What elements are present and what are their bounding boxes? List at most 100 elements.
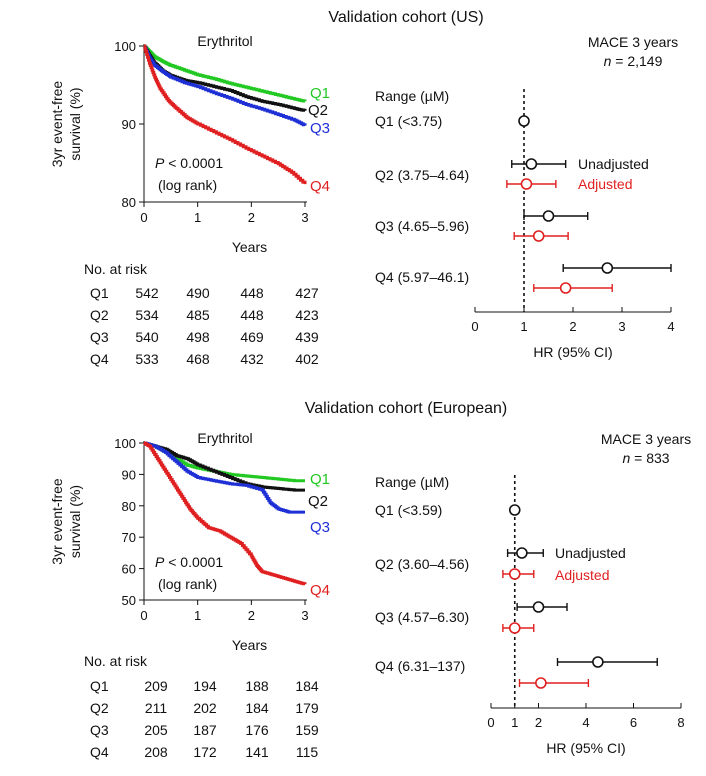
risk-cell: 202 [193, 700, 217, 716]
risk-cell: 439 [295, 329, 319, 345]
forest-xtick-label: 6 [630, 715, 637, 730]
km-ytick-label: 70 [122, 530, 136, 545]
forest-point-unadjusted [532, 601, 545, 613]
forest-xlabel: HR (95% CI) [546, 740, 625, 756]
km-pvalue: P < 0.0001 [155, 554, 223, 570]
km-pvalue-symbol: P [155, 155, 165, 171]
forest-range-header: Range (µM) [375, 474, 449, 490]
forest-xtick-label: 2 [535, 715, 542, 730]
risk-cell: 402 [295, 351, 319, 367]
risk-cell: 427 [295, 285, 319, 301]
km-series-q4 [143, 441, 307, 586]
risk-cell: 187 [193, 722, 217, 738]
risk-row-label: Q4 [90, 351, 109, 367]
km-pvalue-method: (log rank) [158, 177, 217, 193]
risk-cell: 188 [245, 678, 269, 694]
risk-row-label: Q2 [90, 700, 109, 716]
km-xtick-label: 2 [248, 210, 255, 225]
forest-n-symbol: n [604, 53, 612, 69]
forest-row-label: Q4 (5.97–46.1) [375, 269, 469, 285]
forest-xtick-label: 1 [520, 319, 527, 334]
forest-point-adjusted [520, 178, 533, 190]
risk-cell: 209 [144, 678, 168, 694]
km-xlabel: Years [232, 239, 267, 255]
risk-cell: 208 [144, 744, 168, 760]
risk-row-label: Q3 [90, 329, 109, 345]
km-plot: 50 60 70 80 90 100 0 1 2 3 3yr event-free survival … [49, 430, 330, 653]
forest-row-label: Q2 (3.60–4.56) [375, 556, 469, 572]
cohort-title: Validation cohort (European) [305, 400, 508, 417]
km-ytick-label: 90 [122, 467, 136, 482]
km-series-q3 [144, 441, 305, 514]
risk-cell: 194 [193, 678, 217, 694]
km-xtick-label: 3 [301, 210, 308, 225]
km-series-label-q3: Q3 [310, 120, 330, 137]
forest-n: n = 833 [622, 450, 669, 466]
forest-point-adjusted [559, 282, 572, 294]
km-series-label-q3: Q3 [310, 519, 330, 536]
risk-cell: 485 [186, 307, 210, 323]
forest-legend-adjusted: Adjusted [555, 567, 609, 583]
km-ytick-label: 80 [122, 195, 136, 210]
forest-plot: MACE 3 years n = 2,149 Range (µM) 0 1 2 3 4 HR (… [375, 34, 678, 360]
forest-n: n = 2,149 [604, 53, 663, 69]
km-xtick-label: 1 [194, 210, 201, 225]
forest-n-text: = 833 [630, 450, 670, 466]
risk-cell: 115 [296, 744, 319, 760]
km-series-q3 [143, 44, 307, 127]
km-series-label-q4: Q4 [310, 178, 330, 195]
panel-1: Validation cohort (European)506070809010… [49, 400, 691, 760]
forest-point-adjusted [532, 230, 545, 242]
km-plot: 80 90 100 0 1 2 3 3yr event-free survival (%) Yea… [49, 33, 330, 255]
risk-cell: 205 [144, 722, 168, 738]
km-ytick-label: 90 [122, 117, 136, 132]
risk-cell: 184 [295, 678, 319, 694]
forest-point-adjusted [508, 568, 521, 580]
forest-n-symbol: n [622, 450, 630, 466]
risk-cell: 498 [186, 329, 210, 345]
risk-row-label: Q4 [90, 744, 109, 760]
risk-cell: 448 [240, 307, 264, 323]
risk-table: No. at risk Q1 209 194 188 184 Q2 211 202 184 179 Q… [84, 653, 319, 760]
forest-row-label: Q1 (<3.59) [375, 502, 442, 518]
km-series-label-q2: Q2 [308, 493, 328, 510]
km-xtick-label: 2 [248, 608, 255, 623]
risk-cell: 176 [245, 722, 269, 738]
risk-cell: 432 [240, 351, 264, 367]
panel-0: Validation cohort (US) 80 90 100 0 1 2 3 3yr eve… [49, 9, 678, 367]
km-pvalue-text: < 0.0001 [164, 554, 223, 570]
km-xtick-label: 0 [140, 210, 147, 225]
forest-xtick-label: 2 [569, 319, 576, 334]
forest-xtick-label: 0 [487, 715, 494, 730]
forest-reference-point [508, 504, 521, 516]
forest-point-adjusted [508, 622, 521, 634]
km-pvalue-symbol: P [155, 554, 165, 570]
forest-plot: MACE 3 years n = 833 Range (µM) 0 1 2 4 6 8 HR (9… [375, 431, 691, 756]
forest-title: MACE 3 years [601, 431, 691, 447]
risk-row-label: Q1 [90, 678, 109, 694]
risk-cell: 540 [135, 329, 159, 345]
forest-point-unadjusted [525, 158, 538, 170]
forest-title: MACE 3 years [588, 34, 678, 50]
km-pvalue-method: (log rank) [158, 576, 217, 592]
forest-point-unadjusted [516, 547, 528, 559]
km-xlabel: Years [232, 637, 267, 653]
forest-legend-unadjusted: Unadjusted [578, 156, 649, 172]
risk-cell: 211 [145, 700, 168, 716]
risk-cell: 448 [240, 285, 264, 301]
forest-xtick-label: 3 [618, 319, 625, 334]
risk-cell: 469 [240, 329, 264, 345]
risk-cell: 534 [135, 307, 159, 323]
km-xtick-label: 3 [301, 608, 308, 623]
km-title: Erythritol [197, 33, 252, 49]
km-series-label-q4: Q4 [310, 582, 330, 599]
km-xtick-label: 1 [194, 608, 201, 623]
forest-xtick-label: 0 [471, 319, 478, 334]
risk-cell: 179 [295, 700, 319, 716]
forest-point-unadjusted [601, 262, 614, 274]
km-series-label-q1: Q1 [310, 85, 330, 102]
km-series-q1 [143, 44, 307, 103]
forest-range-header: Range (µM) [375, 88, 449, 104]
risk-cell: 542 [135, 285, 159, 301]
